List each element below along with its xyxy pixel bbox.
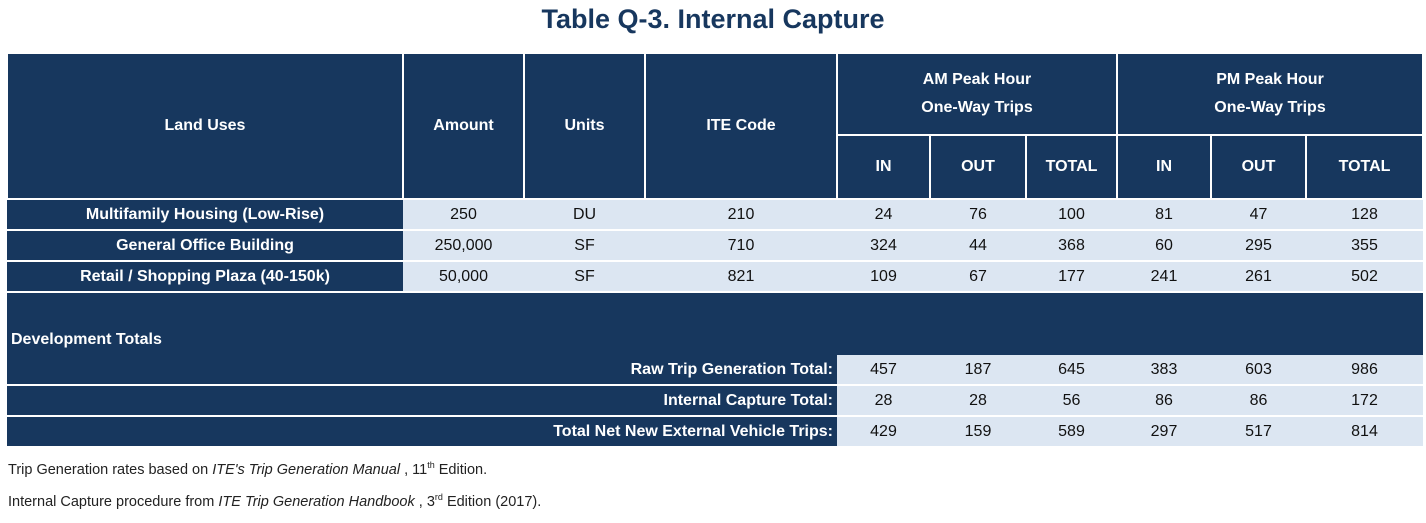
pm-total-cell: 355 xyxy=(1306,230,1423,262)
amount-cell: 250 xyxy=(403,199,524,231)
am-out-cell: 67 xyxy=(930,261,1026,293)
header-am-in: IN xyxy=(836,134,931,200)
footnote-1-prefix: Trip Generation rates based on xyxy=(8,461,213,478)
pm-total-cell: 502 xyxy=(1306,261,1423,293)
footnote-1-suffix: Edition. xyxy=(434,461,488,478)
development-totals-section: Development Totals xyxy=(7,292,1423,355)
am-in-cell: 457 xyxy=(837,355,930,386)
header-land-uses: Land Uses xyxy=(6,52,404,200)
totals-label: Raw Trip Generation Total: xyxy=(7,355,837,386)
land-use-label: Multifamily Housing (Low-Rise) xyxy=(7,199,403,231)
pm-out-cell: 47 xyxy=(1211,199,1306,231)
header-am-peak: AM Peak Hour One-Way Trips xyxy=(836,52,1118,136)
table-row: Multifamily Housing (Low-Rise) 250 DU 21… xyxy=(7,199,1423,231)
header-pm-out: OUT xyxy=(1210,134,1307,200)
am-total-cell: 56 xyxy=(1026,385,1117,417)
footnote-2-sup: rd xyxy=(434,492,443,502)
am-out-cell: 187 xyxy=(930,355,1026,386)
am-out-cell: 28 xyxy=(930,385,1026,417)
table-row: General Office Building 250,000 SF 710 3… xyxy=(7,230,1423,262)
header-pm-peak-line2: One-Way Trips xyxy=(1214,99,1326,116)
units-cell: SF xyxy=(524,230,645,262)
pm-out-cell: 261 xyxy=(1211,261,1306,293)
totals-label: Internal Capture Total: xyxy=(7,385,837,417)
header-units: Units xyxy=(523,52,646,200)
pm-total-cell: 986 xyxy=(1306,355,1423,386)
header-am-out: OUT xyxy=(929,134,1027,200)
am-total-cell: 368 xyxy=(1026,230,1117,262)
pm-in-cell: 297 xyxy=(1117,416,1211,448)
totals-row: Total Net New External Vehicle Trips: 42… xyxy=(7,416,1423,448)
header-am-peak-line2: One-Way Trips xyxy=(921,99,1033,116)
pm-in-cell: 383 xyxy=(1117,355,1211,386)
totals-row: Internal Capture Total: 28 28 56 86 86 1… xyxy=(7,385,1423,417)
header-am-total: TOTAL xyxy=(1025,134,1118,200)
amount-cell: 250,000 xyxy=(403,230,524,262)
footnote-1-mid: , 11 xyxy=(400,461,428,478)
am-total-cell: 589 xyxy=(1026,416,1117,448)
totals-row: Raw Trip Generation Total: 457 187 645 3… xyxy=(7,355,1423,386)
header-pm-in: IN xyxy=(1116,134,1212,200)
table-row: Retail / Shopping Plaza (40-150k) 50,000… xyxy=(7,261,1423,293)
land-use-label: Retail / Shopping Plaza (40-150k) xyxy=(7,261,403,293)
am-total-cell: 100 xyxy=(1026,199,1117,231)
am-out-cell: 76 xyxy=(930,199,1026,231)
pm-out-cell: 295 xyxy=(1211,230,1306,262)
am-in-cell: 324 xyxy=(837,230,930,262)
pm-total-cell: 128 xyxy=(1306,199,1423,231)
am-in-cell: 109 xyxy=(837,261,930,293)
header-pm-total: TOTAL xyxy=(1305,134,1424,200)
totals-label: Total Net New External Vehicle Trips: xyxy=(7,416,837,448)
development-totals-label: Development Totals xyxy=(7,292,1423,355)
units-cell: SF xyxy=(524,261,645,293)
internal-capture-table: Land Uses Amount Units ITE Code AM Peak … xyxy=(6,52,1424,448)
header-pm-peak: PM Peak Hour One-Way Trips xyxy=(1116,52,1424,136)
pm-in-cell: 60 xyxy=(1117,230,1211,262)
am-total-cell: 177 xyxy=(1026,261,1117,293)
pm-out-cell: 86 xyxy=(1211,385,1306,417)
pm-total-cell: 814 xyxy=(1306,416,1423,448)
footnote-1-source: ITE's Trip Generation Manual xyxy=(212,461,401,478)
pm-in-cell: 81 xyxy=(1117,199,1211,231)
footnote-2-prefix: Internal Capture procedure from xyxy=(8,493,219,510)
table-title: Table Q-3. Internal Capture xyxy=(541,4,885,34)
footnote-2-mid: , 3 xyxy=(414,493,435,510)
header-amount: Amount xyxy=(402,52,525,200)
footnote-1-sup: th xyxy=(427,460,435,470)
am-out-cell: 44 xyxy=(930,230,1026,262)
pm-total-cell: 172 xyxy=(1306,385,1423,417)
ite-code-cell: 210 xyxy=(645,199,837,231)
amount-cell: 50,000 xyxy=(403,261,524,293)
pm-out-cell: 517 xyxy=(1211,416,1306,448)
land-use-label: General Office Building xyxy=(7,230,403,262)
am-total-cell: 645 xyxy=(1026,355,1117,386)
pm-out-cell: 603 xyxy=(1211,355,1306,386)
header-am-peak-line1: AM Peak Hour xyxy=(922,71,1032,88)
footnote-2-suffix: Edition (2017). xyxy=(442,493,542,510)
am-out-cell: 159 xyxy=(930,416,1026,448)
ite-code-cell: 821 xyxy=(645,261,837,293)
am-in-cell: 28 xyxy=(837,385,930,417)
units-cell: DU xyxy=(524,199,645,231)
pm-in-cell: 86 xyxy=(1117,385,1211,417)
footnote-internal-capture: Internal Capture procedure from ITE Trip… xyxy=(8,492,541,510)
am-in-cell: 24 xyxy=(837,199,930,231)
pm-in-cell: 241 xyxy=(1117,261,1211,293)
ite-code-cell: 710 xyxy=(645,230,837,262)
footnote-trip-generation: Trip Generation rates based on ITE's Tri… xyxy=(8,460,487,478)
am-in-cell: 429 xyxy=(837,416,930,448)
header-ite-code: ITE Code xyxy=(644,52,838,200)
footnote-2-source: ITE Trip Generation Handbook xyxy=(218,493,415,510)
header-pm-peak-line1: PM Peak Hour xyxy=(1216,71,1324,88)
